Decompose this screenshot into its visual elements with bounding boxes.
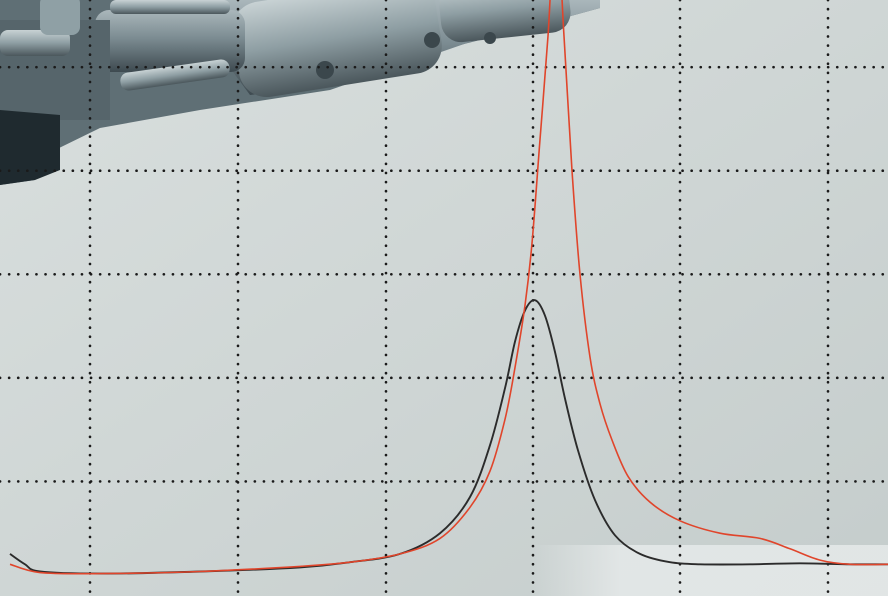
series-red-line	[9, 0, 888, 575]
lower-right-panel	[530, 545, 888, 596]
machinery-photo	[0, 0, 600, 185]
series-layer	[9, 0, 888, 575]
